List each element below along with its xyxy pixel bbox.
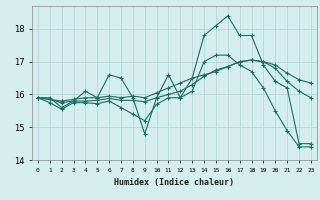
X-axis label: Humidex (Indice chaleur): Humidex (Indice chaleur) xyxy=(115,178,234,187)
